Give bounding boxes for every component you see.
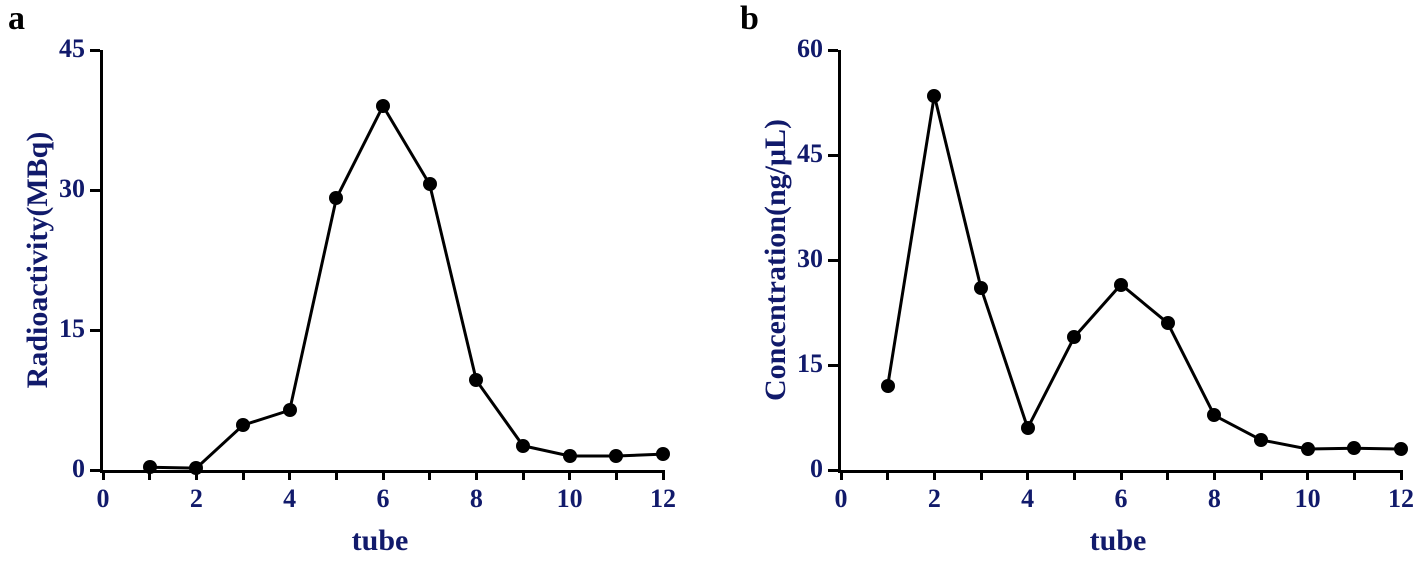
x-tick — [1026, 470, 1029, 480]
panel-a-label: a — [8, 0, 25, 38]
y-tick — [90, 49, 100, 52]
x-tick-label: 6 — [377, 484, 390, 514]
y-tick-label: 0 — [810, 454, 823, 484]
x-tick — [288, 470, 291, 480]
x-tick-minor — [1166, 470, 1169, 480]
x-tick-label: 12 — [1388, 484, 1414, 514]
x-tick-minor — [980, 470, 983, 480]
x-tick-minor — [1073, 470, 1076, 480]
figure: a 0153045024681012 Radioactivity(MBq) tu… — [0, 0, 1416, 585]
data-marker — [609, 449, 623, 463]
data-marker — [143, 460, 157, 474]
x-tick — [1400, 470, 1403, 480]
x-tick-label: 6 — [1115, 484, 1128, 514]
data-marker — [236, 418, 250, 432]
data-marker — [927, 89, 941, 103]
y-tick-label: 60 — [797, 34, 823, 64]
panel-b-y-axis-label: Concentration(ng/μL) — [759, 119, 793, 401]
data-marker — [563, 449, 577, 463]
data-marker — [376, 99, 390, 113]
x-tick-label: 0 — [835, 484, 848, 514]
panel-a-plot-area: 0153045024681012 — [100, 50, 663, 473]
data-marker — [423, 177, 437, 191]
x-tick — [1213, 470, 1216, 480]
x-tick-label: 4 — [283, 484, 296, 514]
data-marker — [974, 281, 988, 295]
panel-a-line — [103, 50, 663, 470]
data-marker — [1347, 441, 1361, 455]
x-tick-label: 0 — [97, 484, 110, 514]
y-tick-label: 45 — [797, 139, 823, 169]
y-tick-label: 0 — [72, 454, 85, 484]
y-tick-label: 15 — [59, 314, 85, 344]
data-marker — [1207, 408, 1221, 422]
data-marker — [1301, 442, 1315, 456]
data-marker — [1254, 433, 1268, 447]
x-tick — [102, 470, 105, 480]
x-tick — [1306, 470, 1309, 480]
x-tick-minor — [886, 470, 889, 480]
y-tick — [828, 469, 838, 472]
x-tick-minor — [615, 470, 618, 480]
data-marker — [1021, 421, 1035, 435]
panel-b-label: b — [740, 0, 759, 38]
y-tick — [90, 469, 100, 472]
x-tick-label: 8 — [1208, 484, 1221, 514]
x-tick — [662, 470, 665, 480]
x-tick — [933, 470, 936, 480]
x-tick — [475, 470, 478, 480]
y-tick — [828, 364, 838, 367]
x-tick-label: 10 — [557, 484, 583, 514]
data-marker — [656, 447, 670, 461]
x-tick-label: 12 — [650, 484, 676, 514]
panel-b-plot-area: 015304560024681012 — [838, 50, 1401, 473]
y-tick — [90, 189, 100, 192]
x-tick-minor — [242, 470, 245, 480]
x-tick-label: 8 — [470, 484, 483, 514]
y-tick-label: 45 — [59, 34, 85, 64]
panel-a-x-axis-label: tube — [352, 524, 409, 558]
panel-b-line — [841, 50, 1401, 470]
y-tick — [828, 154, 838, 157]
data-marker — [283, 403, 297, 417]
data-marker — [1067, 330, 1081, 344]
x-tick-label: 4 — [1021, 484, 1034, 514]
y-tick-label: 30 — [797, 244, 823, 274]
x-tick — [840, 470, 843, 480]
panel-b-x-axis-label: tube — [1090, 524, 1147, 558]
data-marker — [881, 379, 895, 393]
x-tick-minor — [1260, 470, 1263, 480]
data-marker — [189, 461, 203, 475]
x-tick-minor — [522, 470, 525, 480]
y-tick — [90, 329, 100, 332]
data-marker — [1161, 316, 1175, 330]
x-tick-minor — [335, 470, 338, 480]
x-tick — [568, 470, 571, 480]
data-marker — [329, 191, 343, 205]
x-tick — [1120, 470, 1123, 480]
data-marker — [1394, 442, 1408, 456]
data-marker — [516, 439, 530, 453]
y-tick-label: 30 — [59, 174, 85, 204]
x-tick-label: 10 — [1295, 484, 1321, 514]
y-tick — [828, 259, 838, 262]
x-tick-minor — [428, 470, 431, 480]
panel-a-y-axis-label: Radioactivity(MBq) — [21, 132, 55, 389]
y-tick — [828, 49, 838, 52]
x-tick-label: 2 — [928, 484, 941, 514]
data-marker — [1114, 278, 1128, 292]
x-tick-label: 2 — [190, 484, 203, 514]
data-marker — [469, 373, 483, 387]
x-tick — [382, 470, 385, 480]
x-tick-minor — [1353, 470, 1356, 480]
y-tick-label: 15 — [797, 349, 823, 379]
